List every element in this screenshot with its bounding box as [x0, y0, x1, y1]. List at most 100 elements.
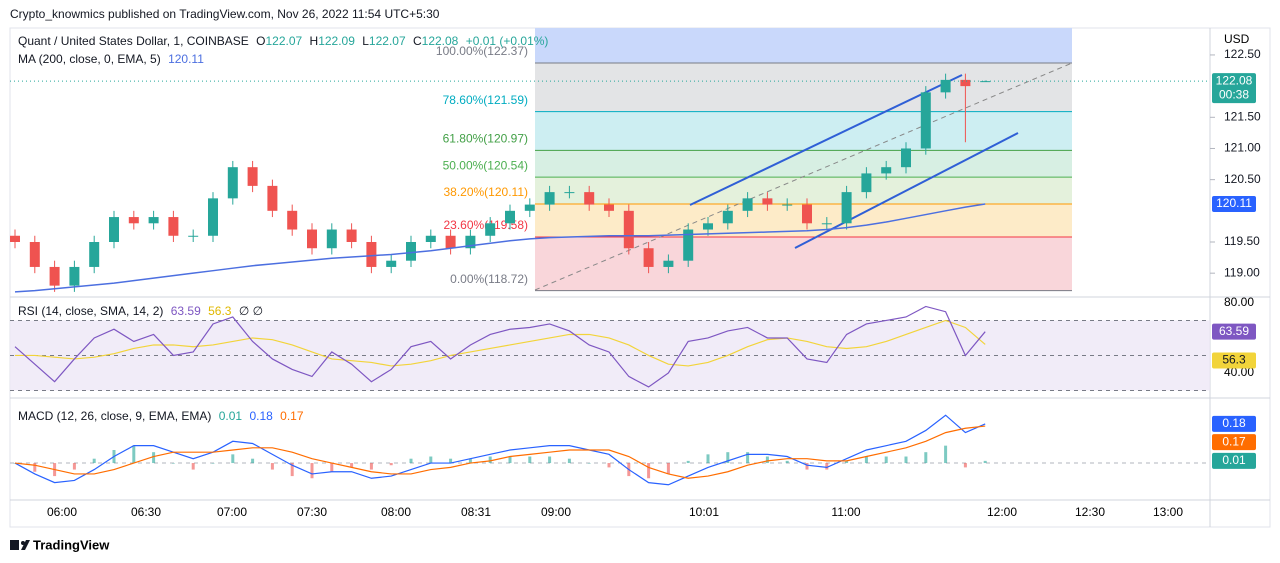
- axis-tag: [1212, 352, 1256, 369]
- footer-brand: TradingView: [33, 537, 110, 552]
- candle-body: [960, 79, 971, 87]
- macd-hist-bar: [726, 452, 730, 464]
- axis-tag-label: 56.3: [1222, 353, 1246, 367]
- macd-hist-bar: [429, 456, 433, 464]
- macd-value: 0.18: [249, 409, 273, 423]
- candle-body: [940, 79, 951, 93]
- header: Crypto_knowmics published on TradingView…: [10, 7, 440, 21]
- y-tick-label: 119.00: [1224, 265, 1260, 279]
- fib-label: 100.00%(122.37): [436, 44, 528, 58]
- macd-hist-bar: [864, 456, 868, 464]
- fib-band: [535, 63, 1072, 112]
- rsi-tick-label: 40.00: [1224, 365, 1254, 379]
- macd-hist-bar: [706, 454, 710, 464]
- candle-body: [227, 167, 238, 199]
- candle-body: [782, 204, 793, 206]
- candle-body: [346, 229, 357, 242]
- candle-body: [821, 223, 832, 225]
- countdown: 00:38: [1219, 87, 1249, 101]
- macd-hist-bar: [825, 463, 829, 470]
- macd-hist-bar: [449, 458, 453, 464]
- ohlc-label: O: [256, 34, 266, 48]
- candle-body: [89, 242, 100, 267]
- candle-body: [69, 266, 80, 286]
- candle-body: [128, 217, 139, 224]
- candle-body: [10, 235, 20, 242]
- candle-body: [307, 229, 317, 249]
- candle-body: [564, 192, 575, 194]
- macd-legend: MACD (12, 26, close, 9, EMA, EMA) 0.01 0…: [18, 409, 308, 423]
- ohlc-label: H: [309, 34, 319, 48]
- candle-body: [406, 242, 416, 261]
- candle-body: [742, 198, 753, 211]
- macd-line: [14, 414, 986, 486]
- y-tick-label: 121.00: [1224, 141, 1261, 155]
- macd-hist-bar: [191, 463, 195, 470]
- candle-body: [366, 242, 377, 267]
- candle-body: [188, 235, 199, 237]
- candle-body: [49, 266, 60, 286]
- macd-hist-bar: [389, 463, 393, 466]
- rsi-sma-value: 56.3: [208, 304, 232, 318]
- candle-body: [802, 204, 812, 224]
- macd-hist-bar: [409, 458, 413, 464]
- macd-hist-bar: [587, 463, 591, 464]
- axis-tag: [1212, 452, 1256, 469]
- axis-tag-label: 0.01: [1222, 453, 1246, 467]
- macd-hist-bar: [746, 452, 750, 464]
- macd-signal-value: 0.17: [280, 409, 304, 423]
- fib-label: 38.20%(120.11): [443, 185, 528, 199]
- candle-body: [722, 210, 733, 224]
- macd-hist-bar: [468, 458, 472, 464]
- rsi-extra: ∅ ∅: [238, 304, 264, 318]
- candle-body: [703, 223, 713, 230]
- candle-body: [762, 198, 773, 205]
- fib-band: [535, 150, 1072, 178]
- macd-hist-bar: [528, 456, 532, 464]
- candle-body: [29, 242, 40, 267]
- macd-name: MACD (12, 26, close, 9, EMA, EMA): [18, 409, 212, 423]
- macd-hist-bar: [963, 463, 967, 468]
- fib-band: [535, 111, 1072, 151]
- ohlc-value: 122.09: [318, 34, 355, 48]
- x-tick-label: 09:00: [541, 505, 571, 519]
- signal-line: [14, 425, 986, 479]
- candle-body: [980, 81, 991, 83]
- x-tick-label: 08:31: [461, 505, 491, 519]
- candle-body: [425, 235, 436, 242]
- candle-body: [267, 185, 278, 211]
- ma-line: [14, 203, 986, 293]
- ohlc-h: H122.09: [310, 34, 355, 48]
- candle-body: [881, 167, 892, 174]
- currency-label: USD: [1224, 32, 1250, 46]
- axis-tag: [1212, 73, 1256, 104]
- macd-hist-bar: [548, 456, 552, 464]
- candle-body: [148, 217, 159, 224]
- x-tick-label: 07:30: [297, 505, 327, 519]
- axis-tag-label: 120.11: [1216, 196, 1252, 210]
- rsi-legend: RSI (14, close, SMA, 14, 2) 63.59 56.3 ∅…: [18, 304, 267, 318]
- x-tick-label: 10:01: [689, 505, 719, 519]
- macd-hist-bar: [805, 463, 809, 470]
- fib-trend-line: [534, 62, 1073, 291]
- change: +0.01 (+0.01%): [465, 34, 549, 48]
- macd-hist-bar: [152, 452, 156, 464]
- axis-tag-label: 0.18: [1222, 416, 1246, 430]
- y-tick-label: 120.50: [1224, 172, 1261, 186]
- macd-hist-bar: [765, 456, 769, 464]
- rsi-line: [14, 305, 986, 388]
- price-legend: Quant / United States Dollar, 1, COINBAS…: [18, 34, 552, 48]
- x-tick-label: 13:00: [1153, 505, 1183, 519]
- x-tick-label: 08:00: [381, 505, 411, 519]
- fib-label: 61.80%(120.97): [443, 132, 528, 146]
- fib-band: [535, 177, 1072, 204]
- macd-hist-bar: [310, 463, 314, 479]
- macd-hist-bar: [211, 463, 215, 464]
- macd-hist-bar: [983, 460, 987, 464]
- candle-body: [445, 235, 456, 249]
- candle-body: [643, 248, 654, 267]
- macd-hist-bar: [488, 456, 492, 464]
- candle-body: [208, 198, 218, 236]
- ohlc-value: 122.07: [368, 34, 406, 48]
- y-tick-label: 122.50: [1224, 47, 1261, 61]
